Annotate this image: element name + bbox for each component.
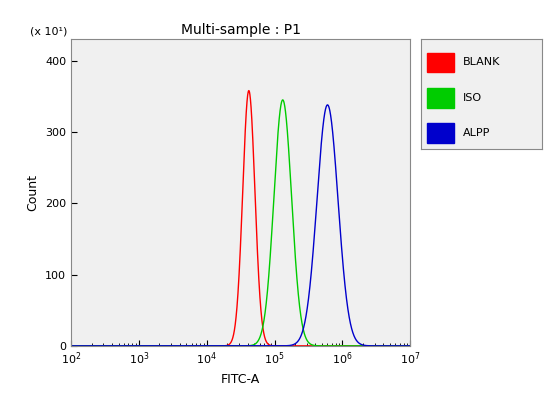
- Bar: [427, 53, 453, 72]
- Line: BLANK: BLANK: [57, 91, 444, 346]
- ALPP: [441, 343, 447, 348]
- Bar: [427, 88, 453, 108]
- ALPP: [202, 343, 208, 348]
- BLANK: [306, 343, 312, 348]
- ISO: [306, 341, 312, 345]
- ALPP: [306, 292, 312, 297]
- BLANK: [246, 88, 252, 93]
- Y-axis label: Count: Count: [27, 174, 39, 211]
- ISO: [54, 343, 61, 348]
- ISO: [286, 160, 293, 165]
- Text: ISO: ISO: [463, 93, 482, 103]
- BLANK: [202, 343, 208, 348]
- BLANK: [54, 343, 61, 348]
- Line: ALPP: ALPP: [57, 105, 444, 346]
- ALPP: [125, 343, 131, 348]
- Text: (x 10¹): (x 10¹): [31, 26, 68, 36]
- ISO: [125, 343, 131, 348]
- ALPP: [343, 293, 350, 298]
- ISO: [372, 343, 379, 348]
- Bar: [427, 123, 453, 143]
- BLANK: [372, 343, 379, 348]
- ISO: [343, 343, 350, 348]
- ALPP: [324, 103, 331, 107]
- Text: BLANK: BLANK: [463, 57, 501, 68]
- BLANK: [125, 343, 131, 348]
- BLANK: [441, 343, 447, 348]
- ALPP: [372, 343, 379, 348]
- BLANK: [286, 343, 293, 348]
- BLANK: [343, 343, 350, 348]
- Title: Multi-sample : P1: Multi-sample : P1: [181, 23, 301, 37]
- Line: ISO: ISO: [57, 100, 444, 346]
- ISO: [441, 343, 447, 348]
- X-axis label: FITC-A: FITC-A: [221, 373, 260, 386]
- ISO: [202, 343, 208, 348]
- ISO: [280, 97, 286, 102]
- ALPP: [54, 343, 61, 348]
- Text: ALPP: ALPP: [463, 128, 491, 138]
- ALPP: [286, 343, 293, 348]
